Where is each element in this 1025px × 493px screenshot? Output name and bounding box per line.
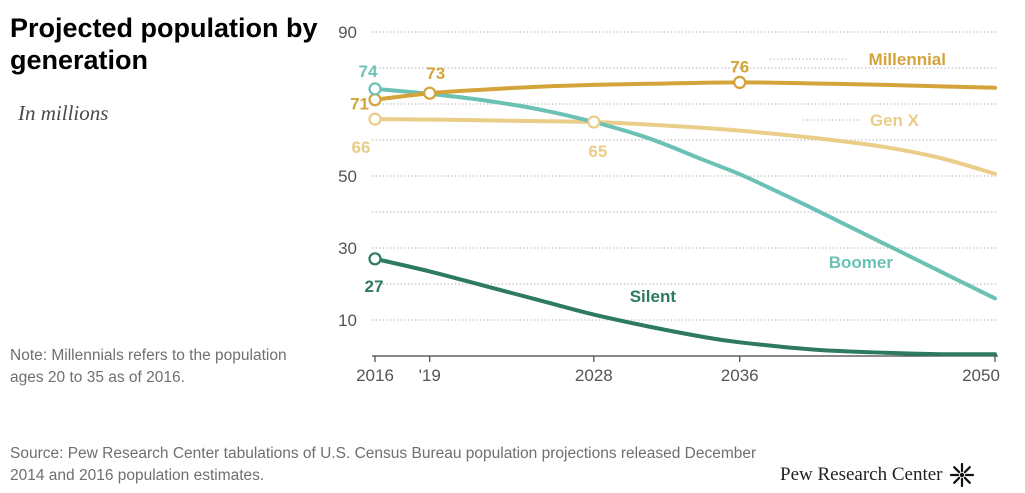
data-label-genx: 66 bbox=[352, 138, 371, 157]
data-label-millennial: 76 bbox=[730, 57, 749, 76]
brand: Pew Research Center bbox=[780, 462, 975, 488]
marker-millennial bbox=[368, 93, 382, 107]
pew-sunburst-icon bbox=[949, 462, 974, 488]
x-tick-label: 2050 bbox=[962, 366, 1000, 385]
series-line-silent bbox=[373, 256, 997, 357]
data-labels: 71 73 76 66 65 74 27 bbox=[350, 57, 749, 295]
gridlines bbox=[372, 31, 998, 321]
x-axis: 2016 '19 2028 2036 2050 bbox=[356, 355, 1000, 385]
marker-boomer bbox=[368, 82, 382, 96]
marker-millennial bbox=[733, 75, 747, 90]
series-name-boomer: Boomer bbox=[829, 253, 894, 272]
series-name-genx: Gen X bbox=[870, 111, 920, 130]
chart-title: Projected population by generation bbox=[10, 13, 318, 75]
y-tick-label: 30 bbox=[338, 239, 357, 258]
x-tick-label: '19 bbox=[419, 366, 441, 385]
series-line-millennial bbox=[373, 80, 997, 102]
data-label-millennial: 71 bbox=[350, 95, 369, 114]
x-tick-label: 2028 bbox=[575, 366, 613, 385]
series-lines bbox=[373, 80, 997, 357]
marker-millennial bbox=[423, 86, 437, 100]
marker-genx bbox=[587, 115, 601, 129]
data-label-boomer: 74 bbox=[359, 62, 378, 81]
series-name-labels: Millennial Gen X Boomer Silent bbox=[630, 50, 946, 306]
series-name-silent: Silent bbox=[630, 287, 677, 306]
x-tick-label: 2036 bbox=[721, 366, 759, 385]
y-tick-label: 50 bbox=[338, 167, 357, 186]
x-tick-label: 2016 bbox=[356, 366, 394, 385]
data-label-millennial: 73 bbox=[426, 64, 445, 83]
chart-source: Source: Pew Research Center tabulations … bbox=[10, 445, 757, 484]
series-markers bbox=[368, 75, 747, 266]
data-label-genx: 65 bbox=[588, 142, 607, 161]
y-tick-label: 10 bbox=[338, 311, 357, 330]
series-line-boomer bbox=[373, 86, 997, 301]
marker-genx bbox=[368, 112, 382, 126]
y-axis-tick-labels: 10 30 50 90 bbox=[338, 23, 357, 330]
marker-silent bbox=[368, 252, 382, 266]
chart-note: Note: Millennials refers to the populati… bbox=[10, 347, 287, 386]
series-name-millennial: Millennial bbox=[869, 50, 946, 69]
series-line-genx bbox=[373, 117, 997, 176]
brand-name: Pew Research Center bbox=[780, 464, 943, 485]
y-tick-label: 90 bbox=[338, 23, 357, 42]
chart-subtitle: In millions bbox=[18, 101, 109, 125]
data-label-silent: 27 bbox=[365, 277, 384, 296]
